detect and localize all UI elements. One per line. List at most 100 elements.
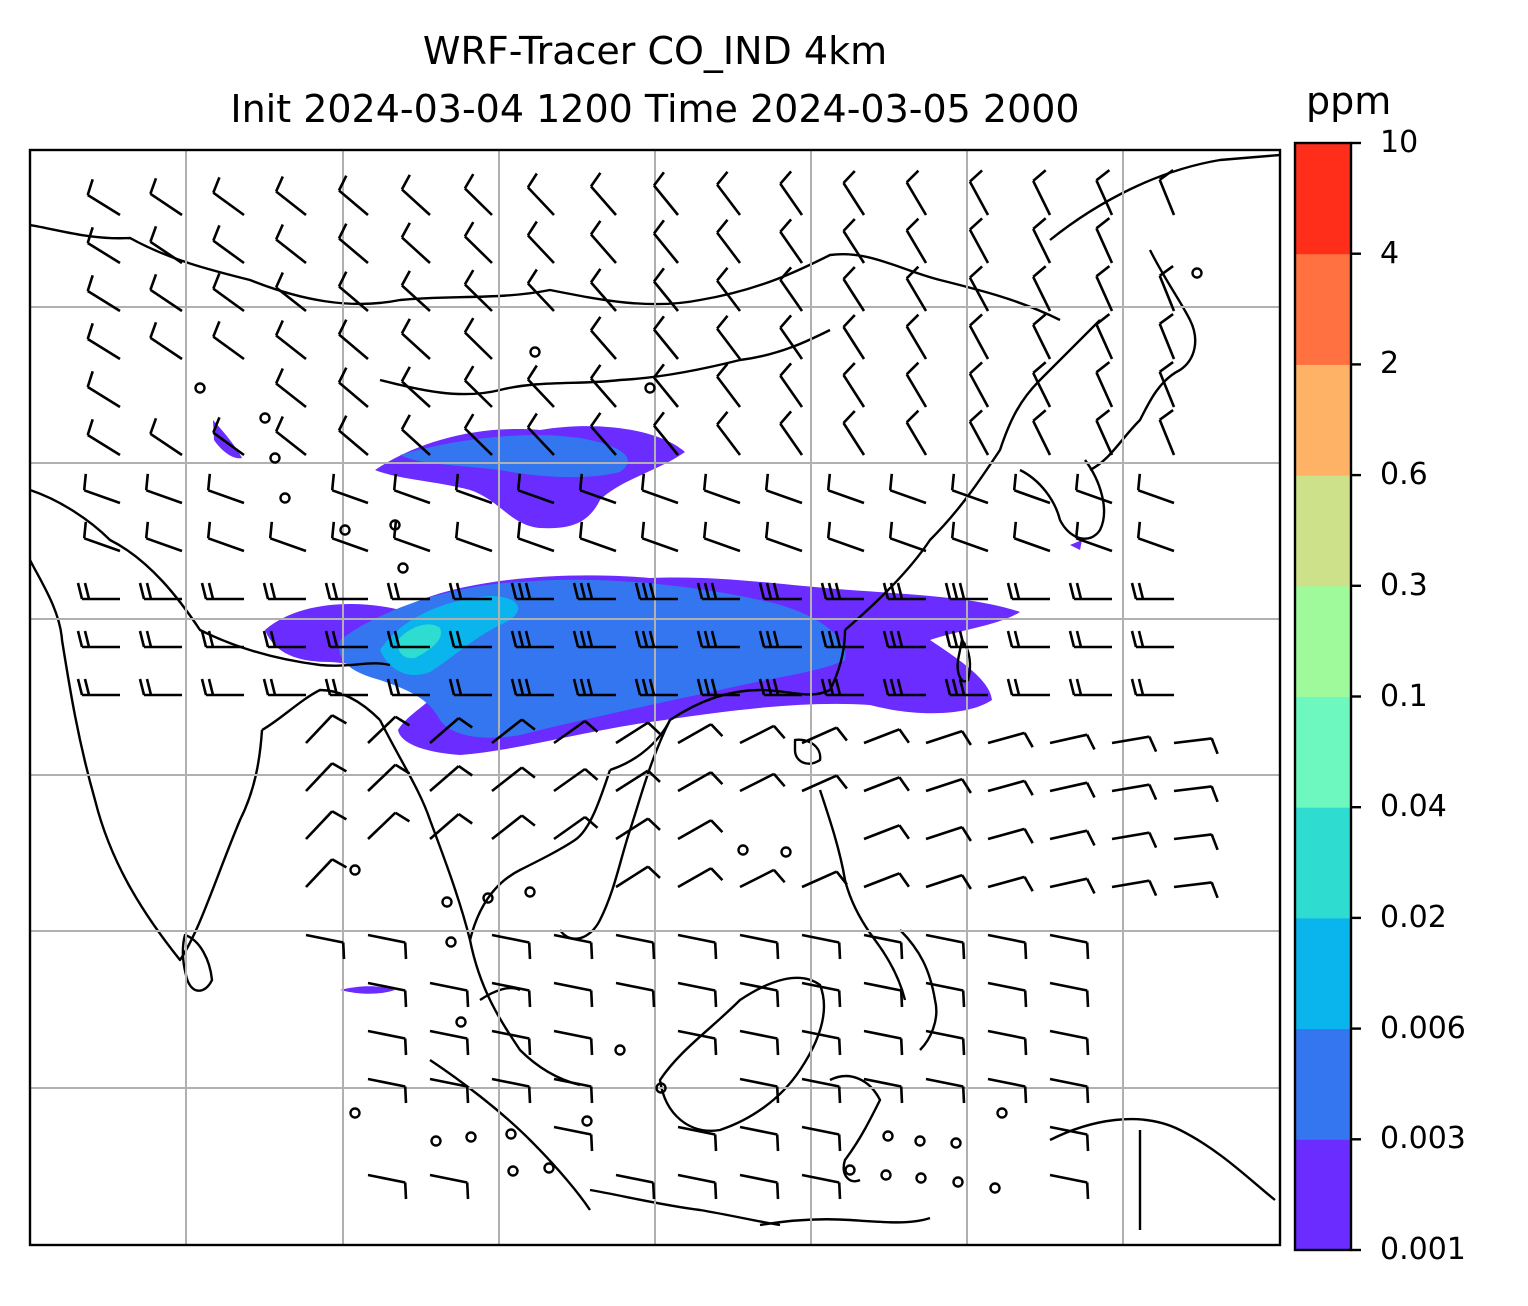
wind-barb (1111, 735, 1158, 753)
wind-barb (801, 1077, 842, 1104)
wind-barb (640, 521, 679, 553)
wind-barb (149, 417, 183, 457)
wind-barb (589, 268, 617, 312)
wind-barb (1049, 829, 1096, 846)
calm-wind-marker (989, 1182, 1001, 1194)
wind-barb (212, 176, 245, 217)
wind-barb (324, 630, 368, 649)
colorbar-segment (1295, 364, 1351, 476)
wind-barb (76, 582, 120, 601)
calm-wind-marker (882, 1130, 894, 1142)
wind-barb (144, 473, 183, 505)
wind-barb (677, 933, 718, 960)
wind-barb (801, 1125, 842, 1152)
wind-barb (1158, 169, 1176, 216)
wind-barb (716, 314, 742, 360)
calm-wind-marker (441, 896, 453, 908)
wind-barb (1032, 265, 1052, 312)
calm-wind-marker (1191, 267, 1203, 279)
wind-barb (779, 410, 804, 456)
coastline (468, 769, 612, 941)
wind-barb (888, 521, 927, 553)
wind-barb (1049, 877, 1096, 894)
wind-barb (578, 473, 617, 505)
calm-wind-marker (524, 886, 536, 898)
calm-wind-marker (950, 1137, 962, 1149)
wind-barb (779, 266, 804, 312)
wind-barb (842, 266, 866, 312)
wind-barb (400, 222, 431, 264)
wind-barb (367, 1173, 408, 1200)
wind-barb (1111, 783, 1158, 801)
wind-barb (968, 409, 990, 456)
wind-barb (634, 630, 678, 649)
wind-barb (987, 827, 1034, 844)
wind-barb (448, 582, 492, 601)
wind-barb (526, 268, 555, 312)
wind-barb (652, 171, 680, 216)
colorbar-tick-label: 0.1 (1380, 678, 1428, 714)
wind-barb (330, 473, 369, 505)
wind-barb (801, 981, 842, 1008)
wind-barb (400, 174, 431, 216)
wind-barb (86, 178, 121, 217)
wind-barb (739, 772, 786, 793)
wind-barb (463, 221, 493, 264)
wind-barb (702, 473, 741, 505)
wind-barb (739, 1077, 780, 1104)
wind-barb (820, 630, 864, 649)
wind-barb (615, 933, 656, 960)
wind-barb (337, 223, 369, 264)
wind-barb (863, 776, 910, 793)
wind-barb (905, 313, 928, 360)
wind-barb (1032, 313, 1052, 360)
wind-barb (882, 582, 926, 601)
wind-barb (677, 867, 724, 889)
wind-barb (677, 1029, 718, 1056)
wind-barb (463, 173, 493, 216)
wind-barb (1049, 1173, 1090, 1200)
map-frame (28, 148, 1282, 1247)
wind-barb (86, 322, 121, 361)
coastline (1019, 459, 1106, 540)
wind-barb (572, 582, 616, 601)
wind-barb (429, 1173, 470, 1200)
wind-barb (779, 362, 804, 408)
wind-barb (337, 319, 369, 360)
wind-barb (652, 363, 680, 408)
calm-wind-marker (389, 519, 401, 531)
wind-barb (367, 1077, 408, 1104)
wind-barb (76, 630, 120, 649)
wind-barb (758, 582, 802, 601)
wind-barb (553, 1125, 594, 1152)
wind-barb (739, 724, 786, 745)
wind-barb (925, 777, 972, 794)
wind-barb (553, 981, 594, 1008)
calm-wind-marker (996, 1107, 1008, 1119)
wind-barb (1068, 582, 1112, 601)
wind-barb (324, 582, 368, 601)
map-title-line1: WRF-Tracer CO_IND 4km (422, 29, 888, 73)
wind-barb (212, 272, 245, 313)
colorbar-segment (1295, 1139, 1351, 1251)
wind-barb (863, 872, 910, 889)
wind-barb (905, 409, 928, 456)
wind-barb (86, 370, 121, 409)
wind-barb (1068, 630, 1112, 649)
wind-barb (400, 270, 431, 312)
wind-barb (491, 933, 532, 960)
coastline (181, 933, 214, 992)
wind-barb (1095, 409, 1114, 456)
wind-barb (400, 318, 431, 360)
wind-barb (200, 582, 244, 601)
wind-barb (526, 172, 555, 216)
wind-barb (863, 824, 910, 841)
wind-barb (206, 521, 245, 553)
wind-barb (400, 366, 431, 408)
coastline (658, 976, 826, 1132)
wind-barb (842, 362, 866, 408)
wind-barb (149, 225, 183, 265)
coastline (829, 1074, 882, 1183)
wind-barb (138, 678, 182, 697)
